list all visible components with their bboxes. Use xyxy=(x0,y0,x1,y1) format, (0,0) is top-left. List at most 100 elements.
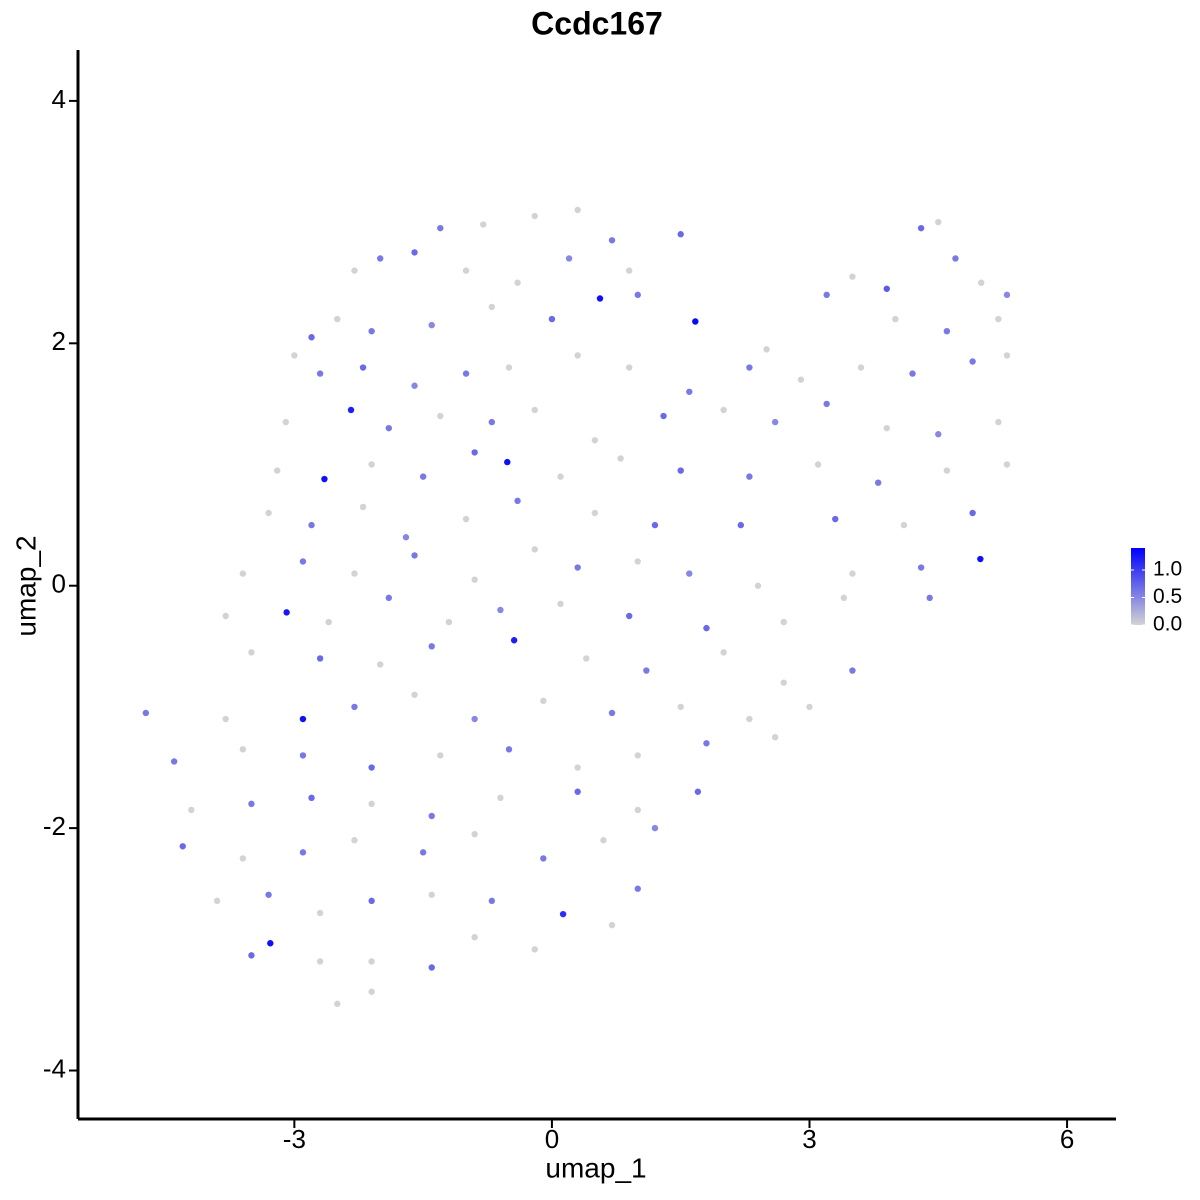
cell-point xyxy=(437,752,444,759)
y-tick-label: 2 xyxy=(52,326,66,356)
cell-point xyxy=(316,958,324,965)
cell-point xyxy=(402,534,410,541)
cell-point xyxy=(565,255,573,262)
cell-point xyxy=(935,218,942,226)
cell-point xyxy=(651,824,659,832)
cell-point xyxy=(926,594,933,602)
cell-point xyxy=(321,475,328,483)
cell-point xyxy=(686,388,693,395)
cell-point xyxy=(291,352,298,359)
cell-point xyxy=(849,273,856,280)
cell-point xyxy=(505,746,513,753)
cell-point xyxy=(917,224,925,232)
cell-point xyxy=(806,703,813,711)
cell-point xyxy=(608,237,616,244)
colorbar-tick-label: 0.0 xyxy=(1153,613,1182,636)
cell-point xyxy=(462,515,470,523)
y-tick-label: -2 xyxy=(43,811,66,841)
cell-point xyxy=(771,734,779,741)
cell-point xyxy=(248,649,255,656)
x-tick-label: -3 xyxy=(283,1124,306,1154)
cell-point xyxy=(574,764,581,771)
cell-point xyxy=(213,897,221,905)
cell-point xyxy=(265,509,272,517)
cell-point xyxy=(797,376,805,383)
cell-point xyxy=(419,849,427,856)
cell-point xyxy=(574,564,581,571)
cell-point xyxy=(574,206,581,214)
cell-point xyxy=(874,479,882,486)
cell-point xyxy=(411,552,418,559)
cell-point xyxy=(316,655,324,662)
cell-point xyxy=(411,691,418,698)
cell-point xyxy=(437,412,444,420)
cell-point xyxy=(248,952,255,959)
cell-point xyxy=(763,346,770,353)
cell-point xyxy=(617,455,624,462)
cell-point xyxy=(497,794,504,802)
cell-point xyxy=(428,812,435,820)
x-tick-label: 0 xyxy=(545,1124,559,1154)
cell-point xyxy=(969,358,976,365)
cell-point xyxy=(316,909,324,917)
cell-point xyxy=(385,594,392,602)
cell-point xyxy=(591,509,599,517)
cell-point xyxy=(347,406,355,414)
cell-point xyxy=(694,788,702,795)
cell-point xyxy=(359,364,367,371)
cell-point xyxy=(995,315,1002,323)
cell-point xyxy=(814,461,822,468)
cell-point xyxy=(428,643,435,650)
cell-point xyxy=(351,570,358,577)
cell-point xyxy=(832,515,839,523)
cell-point xyxy=(188,806,195,814)
cell-point xyxy=(531,546,538,553)
cell-point xyxy=(471,715,478,723)
cell-point xyxy=(625,267,633,274)
cell-point xyxy=(857,364,865,371)
cell-point xyxy=(248,800,255,808)
cell-point xyxy=(334,315,341,323)
cell-point xyxy=(239,746,247,753)
cell-point xyxy=(600,837,607,844)
cell-point xyxy=(692,318,699,325)
cell-point xyxy=(368,461,375,468)
cell-point xyxy=(746,715,753,723)
cell-point xyxy=(368,988,375,995)
cell-point xyxy=(625,612,633,620)
cell-point xyxy=(299,558,307,565)
cell-point xyxy=(504,458,511,466)
colorbar-tick-label: 0.5 xyxy=(1153,585,1182,608)
x-tick-label: 6 xyxy=(1060,1124,1074,1154)
cell-point xyxy=(943,467,951,474)
cell-point xyxy=(540,855,547,862)
cell-point xyxy=(368,958,375,965)
colorbar-tick-label: 1.0 xyxy=(1153,558,1182,581)
cell-point xyxy=(179,843,186,850)
cell-point xyxy=(574,352,581,359)
cell-point xyxy=(471,449,478,456)
cell-point xyxy=(282,418,289,426)
cell-point xyxy=(368,800,375,808)
cell-point xyxy=(574,788,581,795)
cell-point xyxy=(385,424,392,432)
cell-point xyxy=(608,709,616,717)
chart-title: Ccdc167 xyxy=(531,5,663,41)
cell-point xyxy=(969,509,976,517)
cell-point xyxy=(634,806,641,814)
cell-point xyxy=(273,467,281,474)
cell-point xyxy=(239,570,247,577)
cell-point xyxy=(488,303,496,311)
cell-point xyxy=(428,964,435,971)
cell-point xyxy=(583,655,590,662)
y-tick-label: 0 xyxy=(52,569,66,599)
cell-point xyxy=(480,221,487,228)
cell-point xyxy=(514,279,521,286)
cell-point xyxy=(411,382,418,389)
cell-point xyxy=(419,473,427,480)
cell-point xyxy=(823,291,830,299)
cell-point xyxy=(737,521,745,529)
cell-point xyxy=(488,418,496,426)
cell-point xyxy=(703,624,710,632)
